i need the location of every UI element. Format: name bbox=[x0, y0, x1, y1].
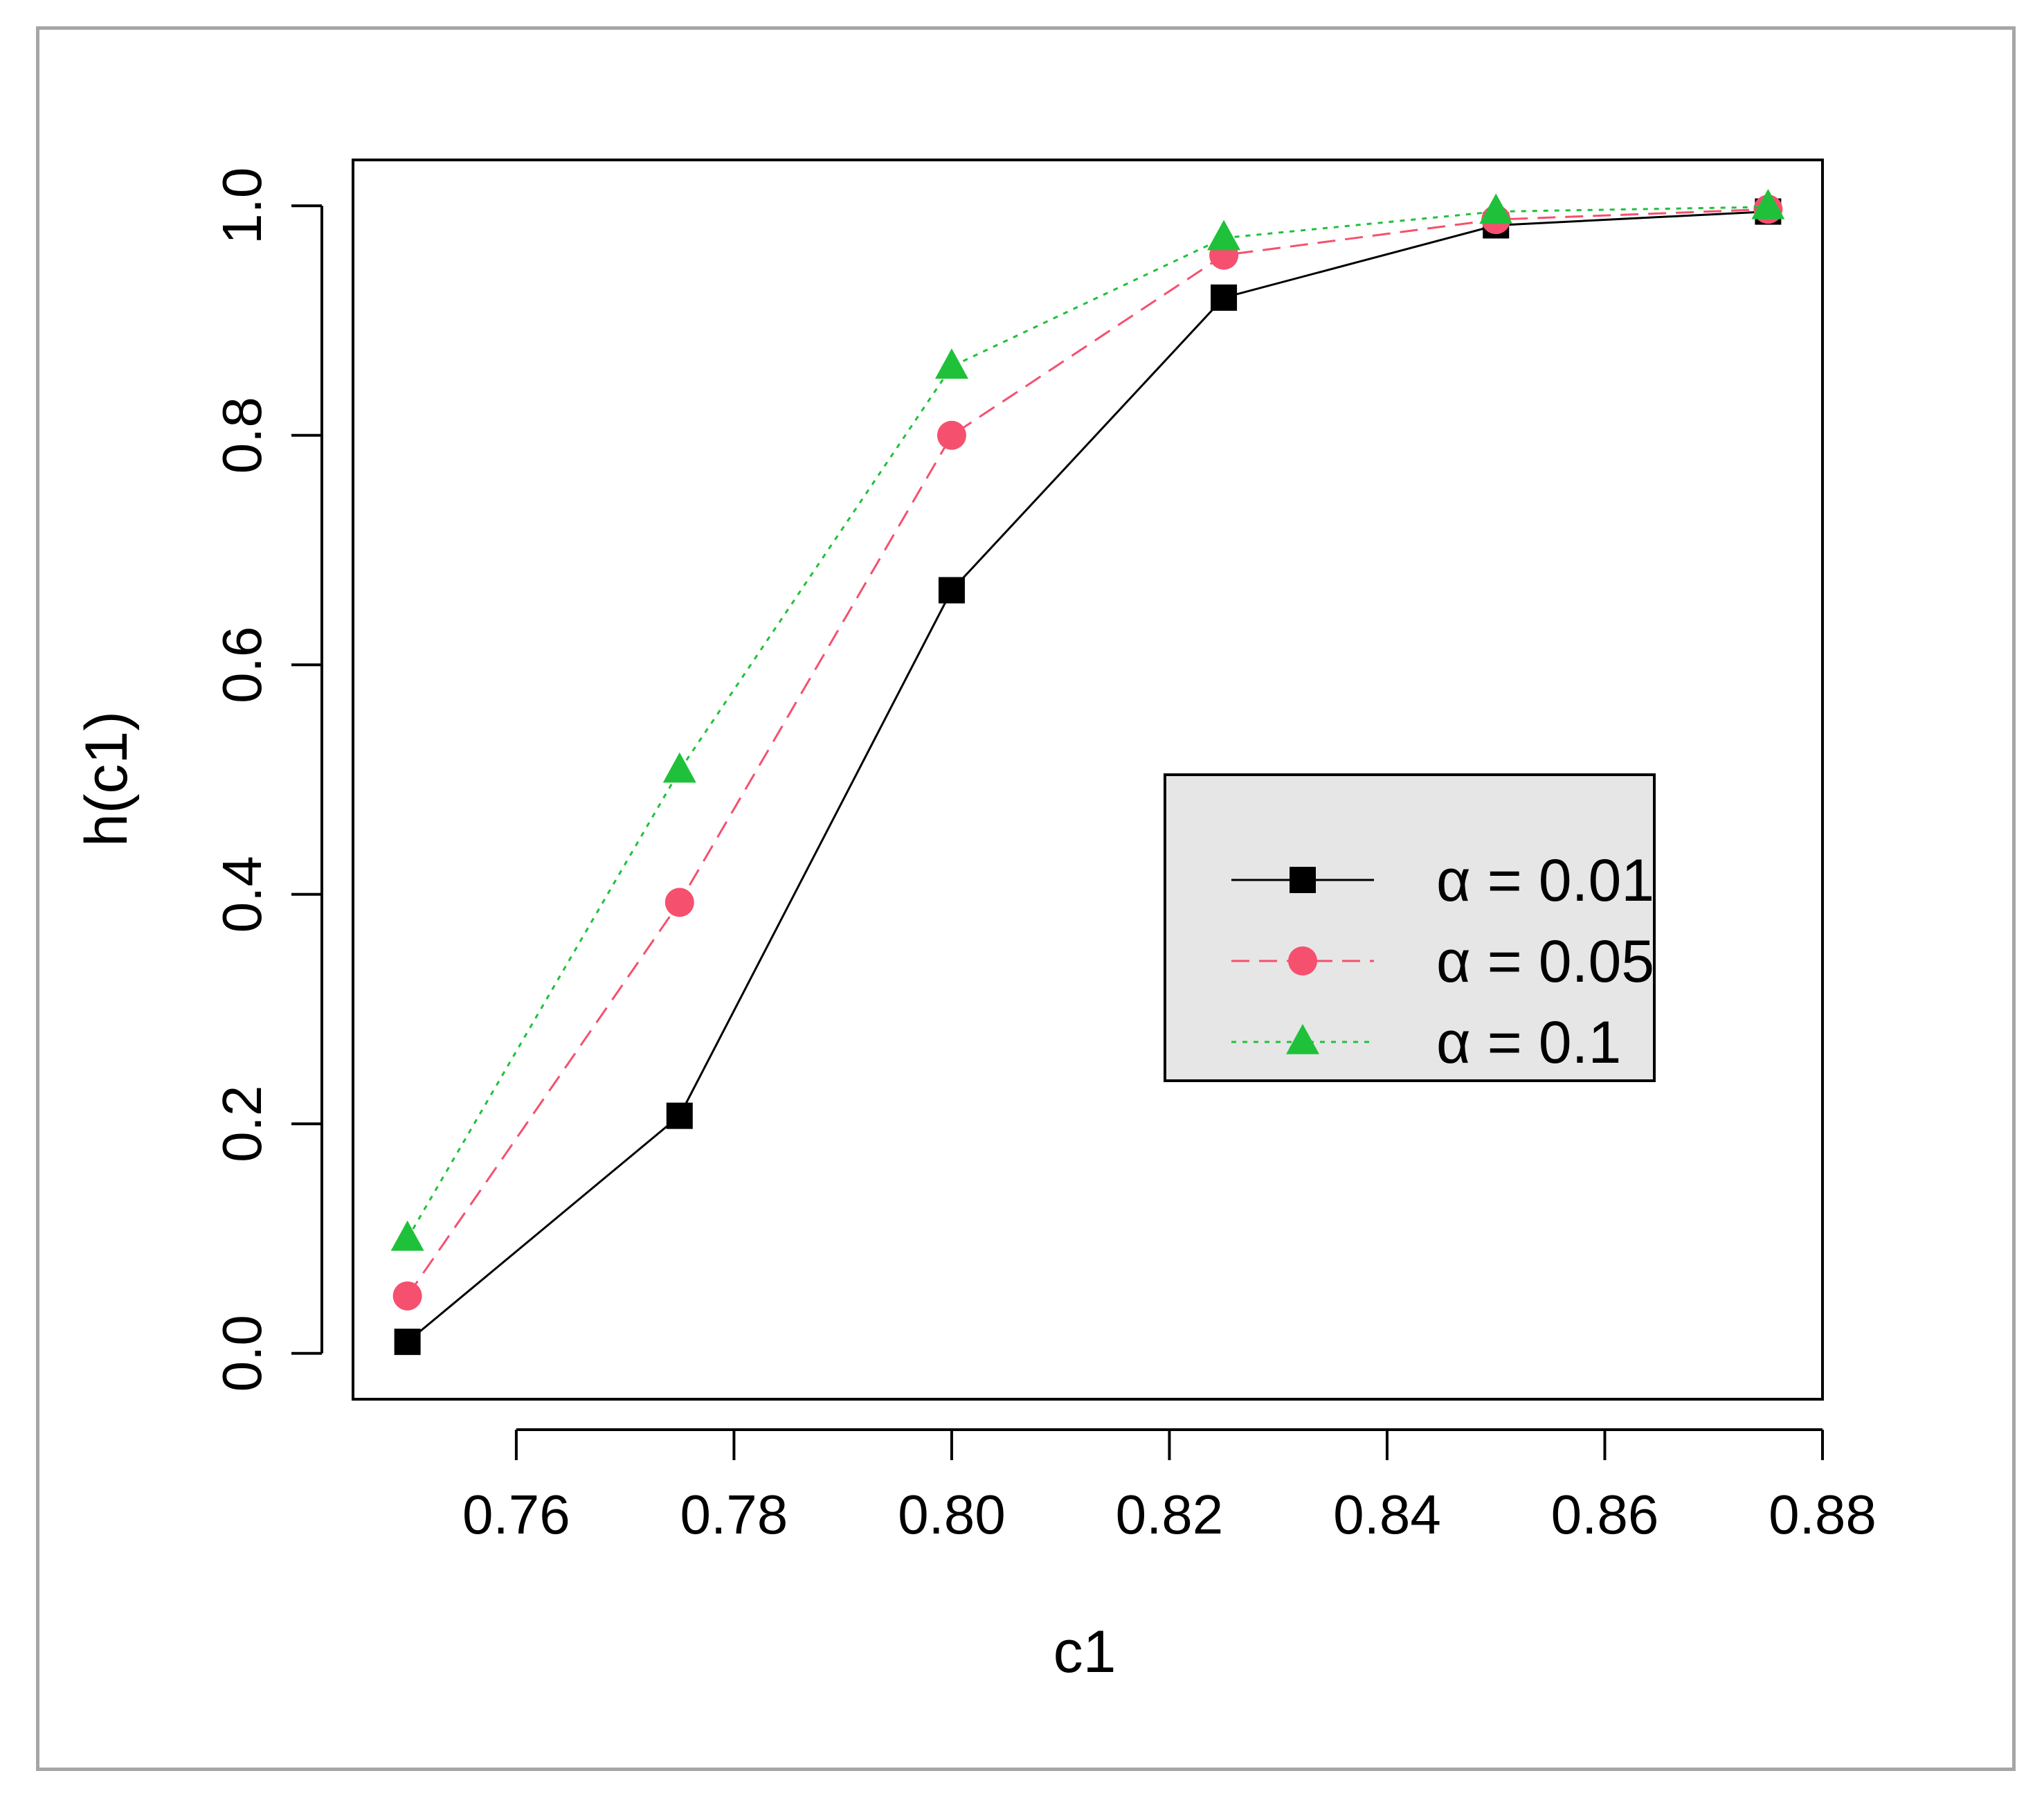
x-tick-label: 0.78 bbox=[680, 1484, 788, 1545]
y-tick-label: 0.6 bbox=[211, 627, 273, 703]
x-tick-label: 0.86 bbox=[1551, 1484, 1659, 1545]
line-chart: 0.76 0.78 0.80 0.82 0.84 0.86 0.88 0.00.20.40.… bbox=[73, 159, 1876, 1685]
data-point bbox=[934, 348, 968, 379]
data-point bbox=[1207, 219, 1241, 251]
plot-area bbox=[352, 159, 1824, 1401]
x-axis-label: c1 bbox=[1053, 1619, 1116, 1685]
series-line bbox=[406, 206, 1769, 1239]
data-point bbox=[390, 1220, 424, 1251]
legend-label: α = 0.1 bbox=[1436, 1009, 1621, 1076]
series-layer bbox=[390, 188, 1785, 1356]
data-point bbox=[666, 1102, 693, 1129]
data-point bbox=[938, 577, 965, 604]
series-line bbox=[406, 208, 1769, 1297]
x-tick-label: 0.84 bbox=[1333, 1484, 1441, 1545]
data-point bbox=[392, 1281, 422, 1311]
legend-marker bbox=[1288, 946, 1317, 976]
figure-frame: 0.76 0.78 0.80 0.82 0.84 0.86 0.88 0.0 0.2 0.4 0.… bbox=[36, 26, 2016, 1771]
series-line bbox=[406, 210, 1769, 1343]
y-tick-label: 0.4 bbox=[211, 856, 273, 933]
y-tick-label: 0.8 bbox=[211, 397, 273, 474]
y-tick-label: 0.2 bbox=[211, 1086, 273, 1162]
x-tick-label: 0.80 bbox=[898, 1484, 1006, 1545]
legend-marker bbox=[1290, 867, 1316, 893]
y-axis-label: h(c1) bbox=[73, 711, 140, 847]
legend-item: α = 0.01 bbox=[1231, 847, 1654, 914]
legend-box bbox=[1164, 773, 1656, 1082]
legend: α = 0.01 α = 0.05 α = 0.1 bbox=[1164, 773, 1656, 1082]
y-axis: 0.0 0.2 0.4 0.6 0.8 1.0 bbox=[211, 168, 323, 1392]
series-2 bbox=[392, 195, 1783, 1311]
data-point bbox=[1751, 188, 1785, 219]
series-3 bbox=[390, 188, 1785, 1251]
legend-label: α = 0.01 bbox=[1436, 847, 1654, 914]
legend-item: α = 0.1 bbox=[1231, 1009, 1621, 1076]
legend-marker bbox=[1286, 1023, 1319, 1054]
x-axis: 0.76 0.78 0.80 0.82 0.84 0.86 0.88 bbox=[462, 1428, 1876, 1545]
y-tick-label: 0.0 bbox=[211, 1315, 273, 1392]
legend-item: α = 0.05 bbox=[1231, 928, 1654, 995]
data-point bbox=[394, 1329, 421, 1356]
x-tick-label: 0.82 bbox=[1116, 1484, 1224, 1545]
data-point bbox=[1211, 284, 1238, 311]
data-point bbox=[662, 752, 696, 783]
y-tick-label: 1.0 bbox=[211, 168, 273, 244]
x-tick-label: 0.76 bbox=[462, 1484, 570, 1545]
legend-label: α = 0.05 bbox=[1436, 928, 1654, 995]
x-tick-label: 0.88 bbox=[1769, 1484, 1876, 1545]
data-point bbox=[664, 888, 694, 917]
data-point bbox=[1479, 193, 1513, 224]
data-point bbox=[937, 420, 966, 450]
